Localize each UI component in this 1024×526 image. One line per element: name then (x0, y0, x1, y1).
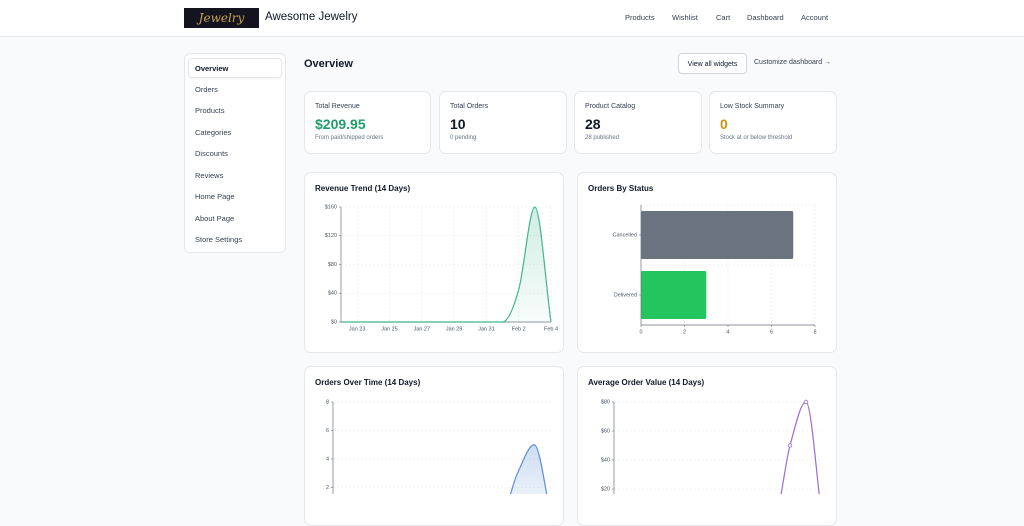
side-link[interactable]: Store Settings (195, 235, 243, 244)
side-link[interactable]: Products (195, 106, 225, 115)
side-link[interactable]: About Page (195, 214, 235, 223)
nav-link[interactable]: Wishlist (672, 13, 698, 22)
chart-title: Average Order Value (14 Days) (588, 378, 705, 387)
chart-title: Orders Over Time (14 Days) (315, 378, 421, 387)
page-title: Overview (304, 58, 353, 70)
nav-link[interactable]: Dashboard (747, 13, 784, 22)
stat-value: 0 (720, 116, 728, 132)
side-link[interactable]: Discounts (195, 149, 228, 158)
chart-title: Revenue Trend (14 Days) (315, 184, 411, 193)
nav-link[interactable]: Cart (716, 13, 731, 22)
stat-label: Product Catalog (585, 103, 636, 110)
active-highlight (188, 58, 282, 78)
nav-link[interactable]: Account (801, 13, 829, 22)
top-bar (0, 0, 1024, 37)
side-link[interactable]: Reviews (195, 171, 224, 180)
stat-value: 10 (450, 116, 466, 132)
stat-label: Total Orders (450, 103, 489, 110)
stat-value: $209.95 (315, 116, 366, 132)
stat-value: 28 (585, 116, 601, 132)
side-link[interactable]: Home Page (195, 192, 235, 201)
stat-note: From paid/shipped orders (315, 135, 384, 141)
chart-card (304, 172, 564, 353)
side-link[interactable]: Categories (195, 128, 232, 137)
stat-card (304, 91, 431, 154)
chart-title: Orders By Status (588, 184, 654, 193)
chart-card (577, 172, 837, 353)
stat-label: Low Stock Summary (720, 103, 785, 110)
stat-note: 0 pending (450, 135, 477, 141)
side-link[interactable]: Overview (195, 64, 229, 73)
chart-card (304, 366, 564, 526)
logo[interactable]: Jewelry (184, 8, 259, 28)
stat-card (709, 91, 837, 154)
stat-note: Stock at or below threshold (720, 135, 793, 141)
customize-link[interactable]: Customize dashboard → (754, 59, 832, 66)
view-all-button[interactable]: View all widgets (678, 53, 747, 74)
side-link[interactable]: Orders (195, 85, 218, 94)
stat-card (439, 91, 567, 154)
sidebar (184, 53, 286, 253)
nav-link[interactable]: Products (625, 13, 655, 22)
brand[interactable]: Awesome Jewelry (265, 11, 358, 23)
stat-label: Total Revenue (315, 103, 360, 110)
stat-note: 28 published (585, 135, 620, 141)
chart-card (577, 366, 837, 526)
stat-card (574, 91, 702, 154)
